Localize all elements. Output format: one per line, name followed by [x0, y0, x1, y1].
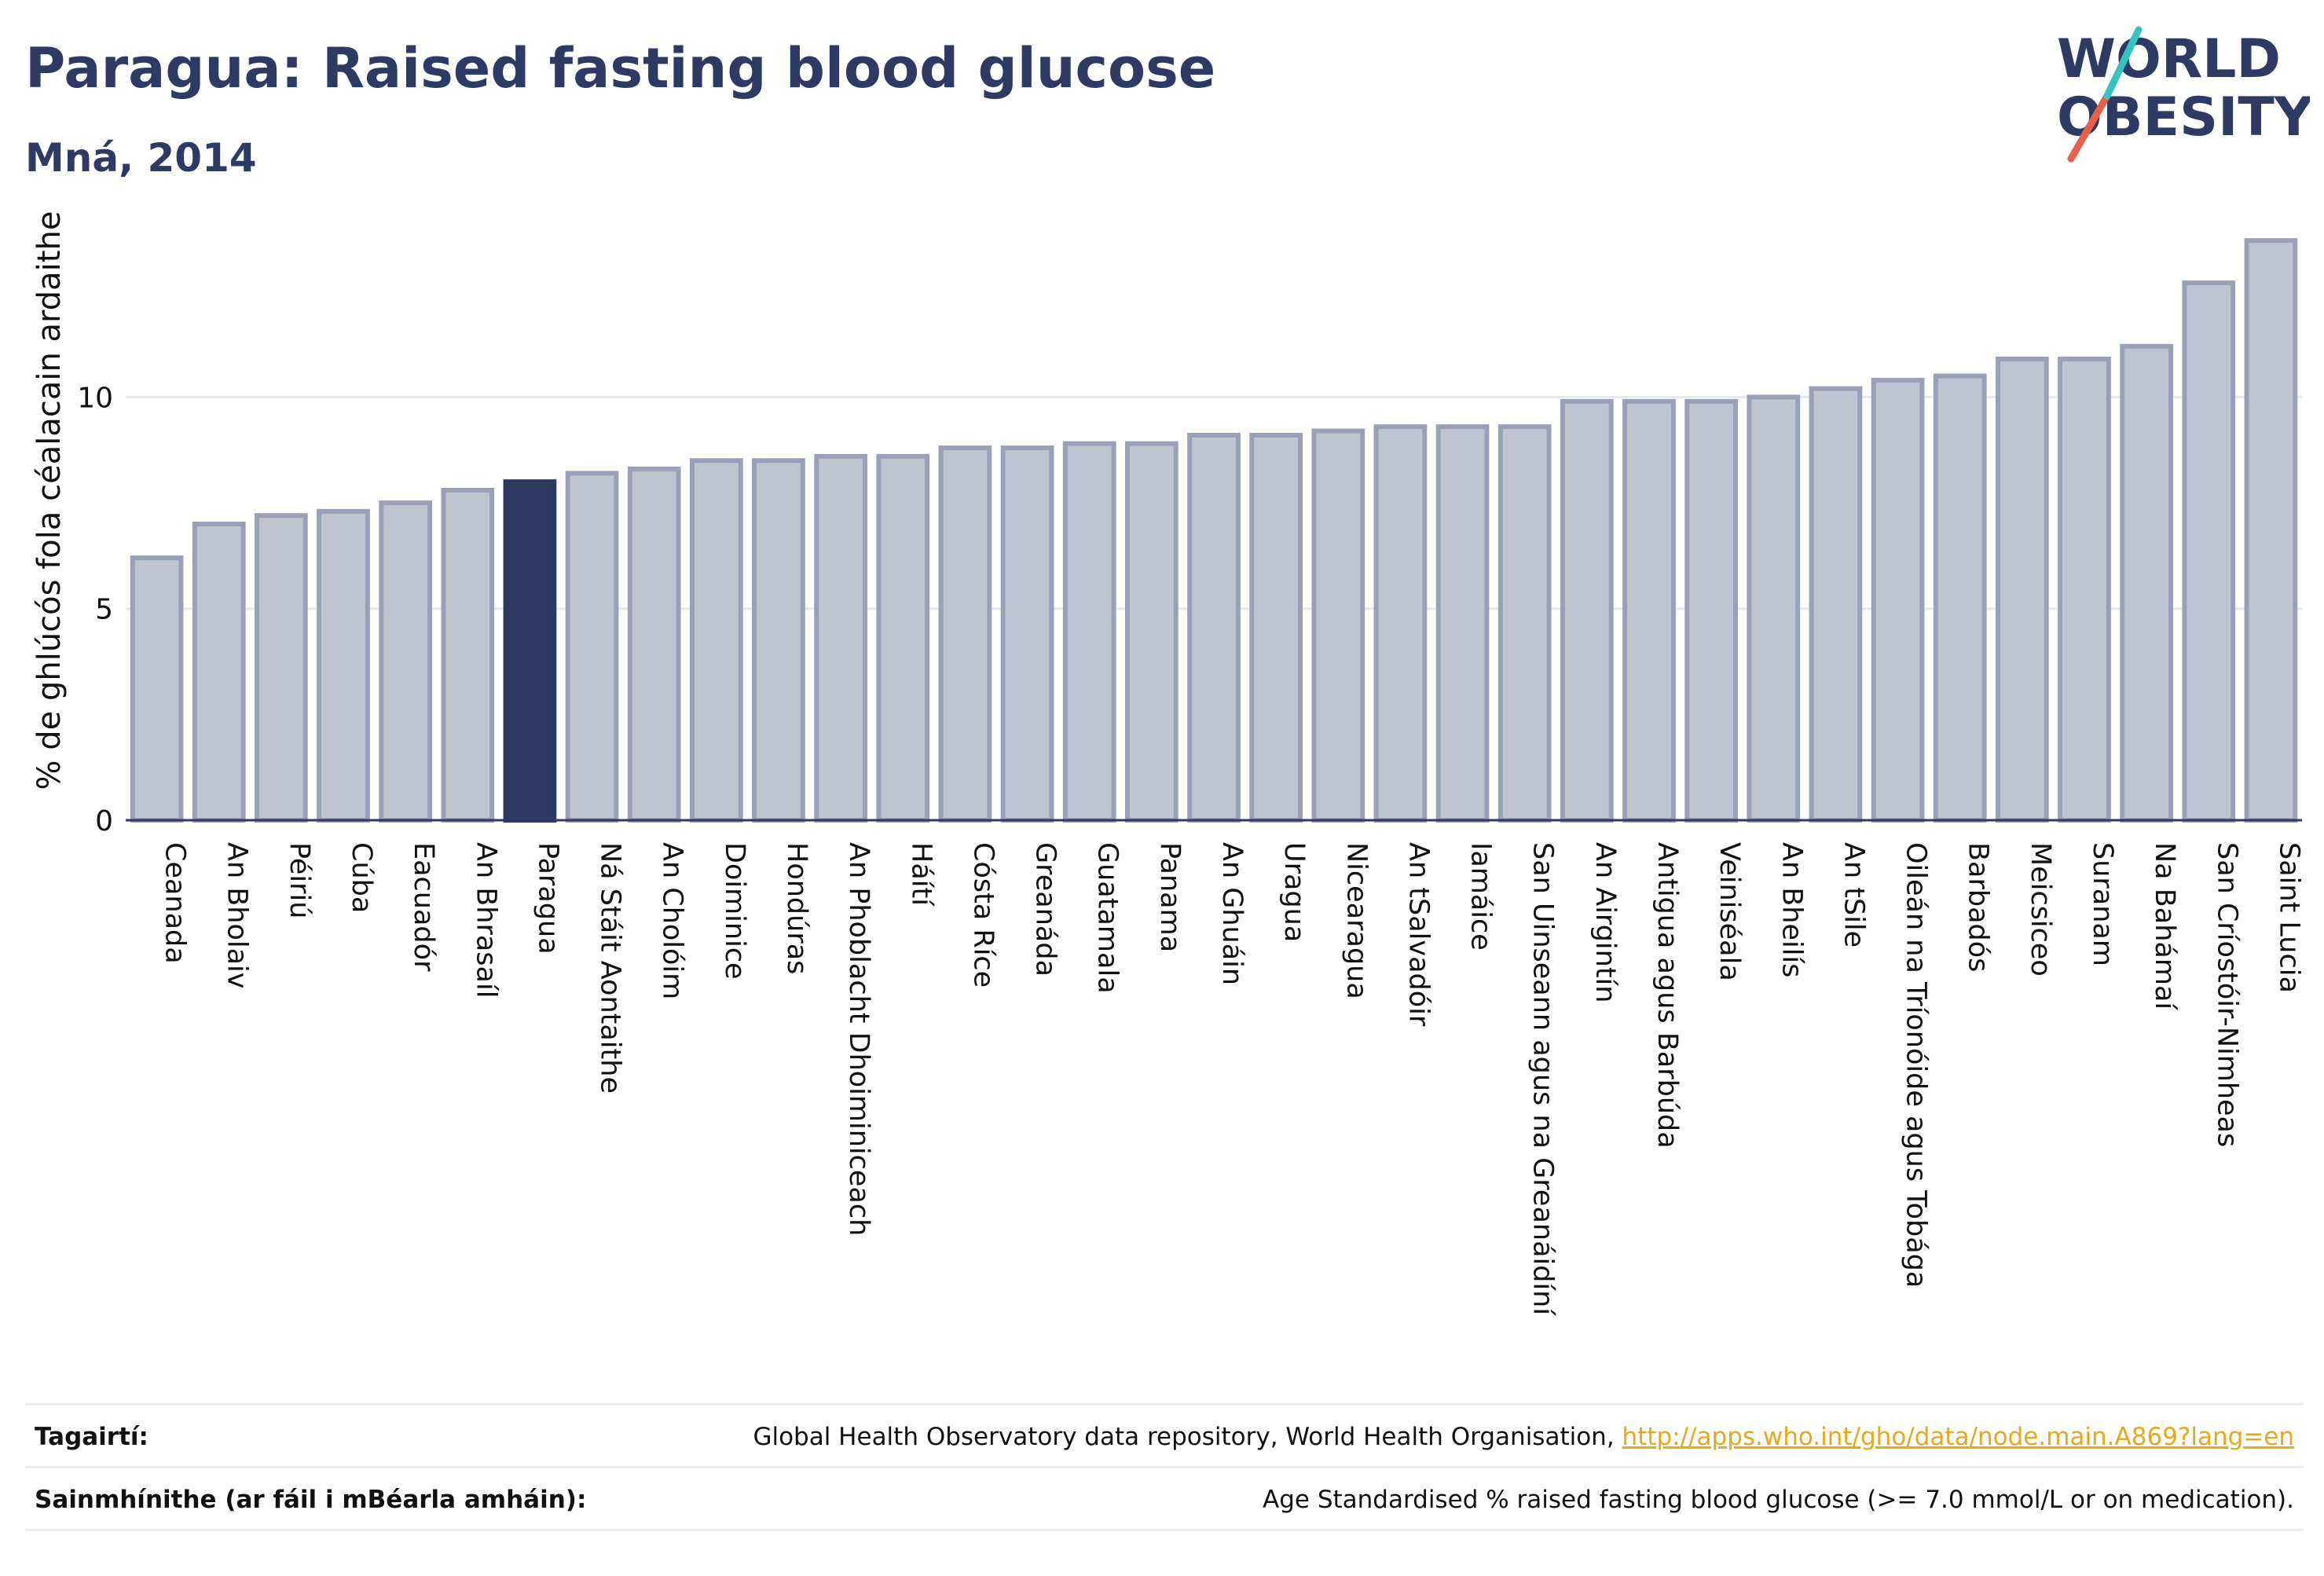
x-tick-label: Hondúras [781, 842, 812, 974]
bar [1995, 356, 2049, 823]
bar-chart: 0 5 10 Ceanada An Bholaiv Péiriú Cúba Eacuadór… [31, 211, 2305, 1317]
sources-value: Global Health Observatory data repositor… [753, 1423, 2294, 1451]
x-tick-label: Veiniséala [1714, 842, 1745, 981]
x-tick-label: Oileán na Tríonóide agus Tobága [1901, 842, 1932, 1288]
x-tick-label: Nicearagua [1340, 842, 1372, 999]
x-tick-label: San Uinseann agus na Greanáidíní [1527, 842, 1559, 1316]
x-tick-label: An tSalvadóir [1402, 842, 1434, 1027]
x-tick-label: San Críostóir-Nimheas [2211, 842, 2242, 1147]
bar [1435, 424, 1490, 823]
bar [876, 453, 930, 823]
definitions-value: Age Standardised % raised fasting blood … [1263, 1486, 2294, 1514]
y-axis-label: % de ghlúcós fola céalacain ardaithe [31, 211, 68, 790]
bar [2120, 343, 2174, 823]
x-tick-label: Panama [1154, 842, 1186, 952]
logo-line-1: WORLD [2057, 28, 2281, 90]
bar [1871, 377, 1925, 823]
bar [441, 487, 495, 823]
sources-label: Tagairtí: [35, 1423, 148, 1451]
bar [130, 555, 184, 823]
x-tick-label: Antigua agus Barbúda [1651, 842, 1683, 1149]
bar [379, 500, 433, 823]
bar [1809, 386, 1863, 823]
bar-highlighted [503, 479, 557, 823]
y-tick-label: 5 [95, 594, 113, 626]
references-panel: Tagairtí: Global Health Observatory data… [25, 1403, 2304, 1537]
chart-title: Paragua: Raised fasting blood glucose [25, 36, 1216, 101]
x-tick-label: An Airgintín [1589, 842, 1621, 1002]
y-tick-labels: 0 5 10 [77, 382, 113, 837]
bar [1560, 398, 1614, 823]
x-tick-label: Iamáice [1465, 842, 1497, 951]
x-tick-label: Saint Lucia [2273, 842, 2304, 993]
x-tick-label: An Bhrasaíl [470, 842, 501, 998]
sources-text: Global Health Observatory data repositor… [753, 1423, 1622, 1451]
x-tick-label: An Bheilís [1776, 842, 1807, 977]
x-tick-label: Doiminice [719, 842, 750, 980]
bar [1187, 432, 1241, 823]
world-obesity-logo: WORLD OBESITY [2057, 26, 2310, 163]
bar [1684, 398, 1739, 823]
x-tick-label: Háítí [905, 842, 937, 907]
bar [1622, 398, 1676, 823]
bar [1497, 424, 1552, 823]
bar [938, 445, 992, 823]
bar [1311, 428, 1365, 823]
chart-subtitle: Mná, 2014 [25, 135, 257, 181]
bar [752, 458, 805, 823]
bar [317, 508, 370, 823]
x-tick-label: An tSile [1838, 842, 1869, 947]
bar [192, 522, 246, 823]
x-tick-label: Na Bahámaí [2149, 842, 2180, 1010]
definitions-row: Sainmhínithe (ar fáil i mBéarla amháin):… [25, 1466, 2304, 1531]
x-tick-label: Cósta Ríce [967, 842, 999, 988]
x-tick-label: An Phoblacht Dhoiminiceach [843, 842, 874, 1236]
x-tick-label: Uragua [1278, 842, 1310, 942]
bar [1933, 373, 1987, 823]
x-tick-label: Cúba [346, 842, 377, 913]
x-tick-label: Guatamala [1092, 842, 1124, 994]
x-tick-label: An Cholóim [657, 842, 688, 999]
definitions-label: Sainmhínithe (ar fáil i mBéarla amháin): [35, 1486, 587, 1514]
bar [1124, 441, 1178, 823]
x-tick-label: Ná Stáit Aontaithe [595, 842, 626, 1094]
bar [2182, 280, 2236, 823]
x-tick-label: Péiriú [284, 842, 315, 918]
bar [1249, 432, 1303, 823]
bar [627, 466, 681, 823]
x-tick-label: Meicsiceo [2025, 842, 2056, 977]
bars [130, 238, 2298, 823]
logo-line-2: OBESITY [2057, 86, 2310, 148]
bar [2058, 356, 2111, 823]
sources-row: Tagairtí: Global Health Observatory data… [25, 1403, 2304, 1468]
x-tick-label: Greanáda [1030, 842, 1061, 977]
x-tick-label: Suranam [2087, 842, 2118, 966]
bar [1062, 441, 1116, 823]
y-tick-label: 0 [95, 805, 113, 837]
logo-slash-upper [2103, 26, 2143, 100]
references-divider [25, 1529, 2304, 1531]
x-tick-label: Eacuadór [408, 842, 439, 972]
bar [814, 453, 868, 823]
x-tick-label: An Ghuáin [1216, 842, 1248, 985]
bar [689, 458, 743, 823]
x-tick-label: Barbadós [1963, 842, 1994, 972]
bar [1000, 445, 1054, 823]
x-tick-labels: Ceanada An Bholaiv Péiriú Cúba Eacuadór An Bh… [159, 842, 2305, 1316]
bar [565, 471, 619, 823]
x-tick-label: Paragua [532, 842, 563, 955]
y-tick-label: 10 [77, 382, 113, 414]
x-tick-label: An Bholaiv [222, 842, 253, 988]
x-tick-label: Ceanada [159, 842, 191, 964]
bar [1373, 424, 1428, 823]
logo-slash-lower [2067, 92, 2111, 163]
bar [1747, 394, 1801, 823]
sources-link[interactable]: http://apps.who.int/gho/data/node.main.A… [1622, 1423, 2294, 1451]
bar [254, 513, 308, 823]
bar [2244, 238, 2298, 823]
